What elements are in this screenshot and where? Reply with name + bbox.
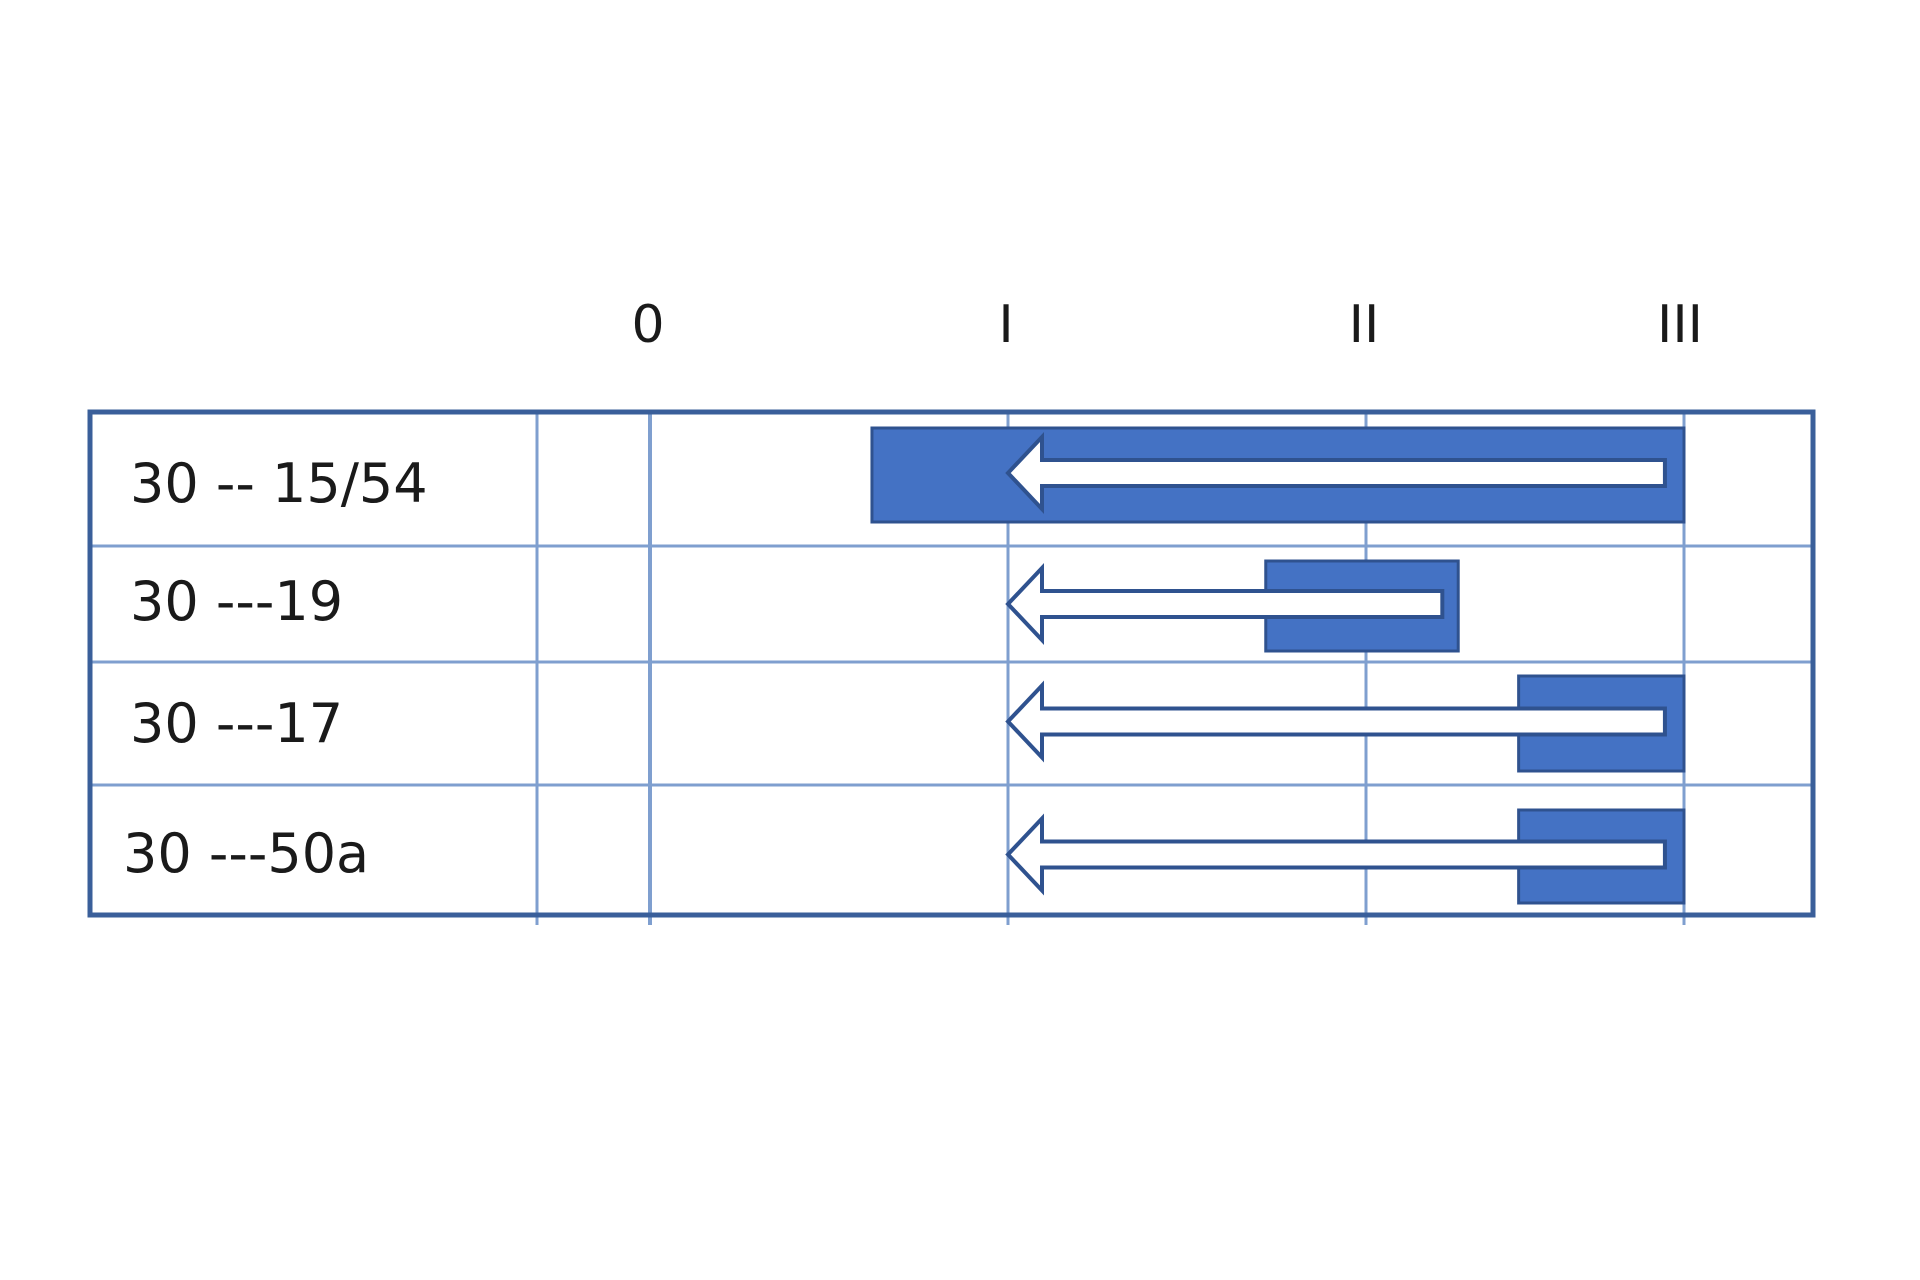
column-label-iii: III	[1657, 295, 1703, 355]
table-frame	[87, 409, 1816, 918]
column-label-ii: II	[1349, 295, 1380, 355]
left-arrow	[1005, 431, 1667, 515]
row-label: 30 ---50a	[123, 822, 369, 885]
left-arrow	[1005, 680, 1667, 763]
row-label: 30 -- 15/54	[130, 452, 428, 515]
row-label: 30 ---19	[130, 570, 343, 633]
shift-marks	[870, 426, 1686, 905]
column-label-0: 0	[631, 295, 664, 355]
column-label-i: I	[998, 295, 1013, 355]
left-arrow	[1005, 562, 1445, 646]
left-arrow	[1005, 813, 1667, 896]
row-label: 30 ---17	[130, 692, 343, 755]
